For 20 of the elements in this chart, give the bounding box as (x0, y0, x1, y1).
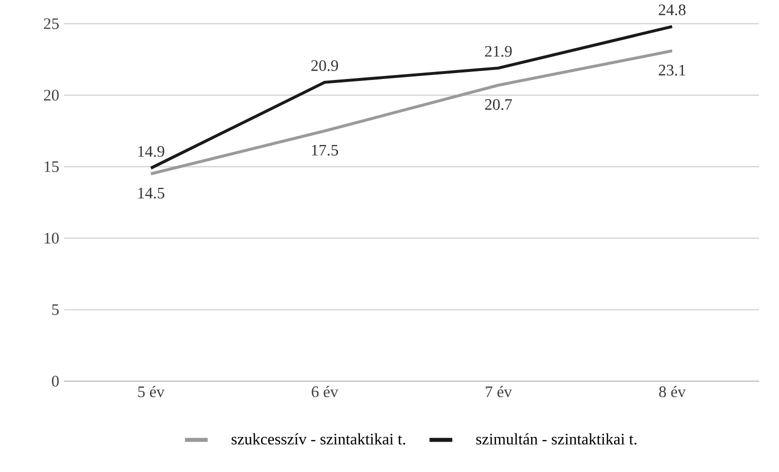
data-label: 24.8 (658, 4, 686, 16)
data-label: 14.5 (138, 188, 164, 199)
data-label: 17.5 (312, 144, 338, 156)
data-label: 14.9 (138, 146, 164, 157)
data-label: 20.9 (311, 60, 338, 72)
y-tick-label: 20 (44, 90, 59, 101)
legend-label: szimultán - szintaktikai t. (476, 433, 636, 445)
x-tick-label: 5 év (138, 386, 164, 398)
data-label: 23.1 (658, 64, 686, 76)
y-tick-label: 5 (52, 304, 59, 316)
x-tick-label: 8 év (659, 386, 686, 398)
legend-label: szukcesszív - szintaktikai t. (232, 433, 406, 445)
data-label: 20.7 (485, 99, 512, 110)
x-tick-label: 6 év (312, 386, 338, 398)
y-tick-label: 10 (44, 232, 59, 244)
y-tick-label: 25 (44, 18, 59, 30)
y-tick-label: 0 (52, 376, 59, 387)
x-tick-label: 7 év (486, 386, 512, 398)
y-tick-label: 15 (44, 161, 59, 172)
data-label: 21.9 (485, 46, 512, 57)
